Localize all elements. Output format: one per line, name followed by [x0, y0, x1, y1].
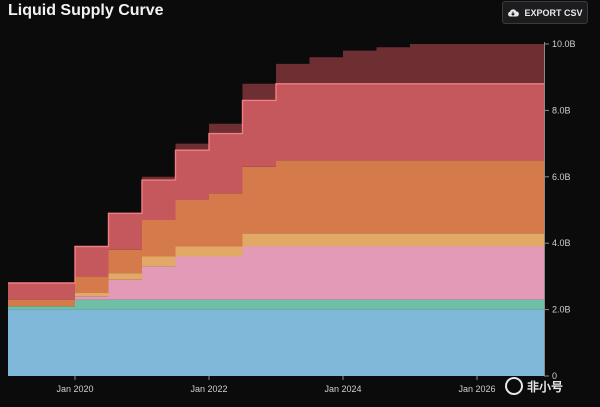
x-tick-label: Jan 2024 [324, 384, 361, 394]
y-tick-label: 0 [552, 371, 557, 381]
x-tick-label: Jan 2026 [458, 384, 495, 394]
y-tick-label: 4.0B [552, 238, 571, 248]
chart-title: Liquid Supply Curve [8, 2, 164, 19]
y-tick-label: 10.0B [552, 39, 576, 49]
y-tick-label: 8.0B [552, 105, 571, 115]
area-layer-4 [8, 233, 544, 307]
export-csv-button[interactable]: EXPORT CSV [502, 1, 588, 24]
watermark: 非小号 [505, 377, 563, 395]
export-csv-label: EXPORT CSV [524, 7, 583, 18]
x-tick-label: Jan 2022 [190, 384, 227, 394]
area-layer-1 [8, 309, 544, 376]
y-tick-label: 2.0B [552, 305, 571, 315]
watermark-text: 非小号 [527, 379, 564, 394]
y-tick-label: 6.0B [552, 172, 571, 182]
area-layer-6 [8, 83, 544, 300]
area-layer-5 [8, 160, 544, 307]
area-layer-2 [8, 299, 544, 310]
x-tick-label: Jan 2020 [56, 384, 93, 394]
cloud-download-icon [507, 8, 520, 18]
area-layer-3 [8, 246, 544, 307]
watermark-logo-icon [505, 377, 523, 395]
layer-edge-line [8, 83, 544, 284]
